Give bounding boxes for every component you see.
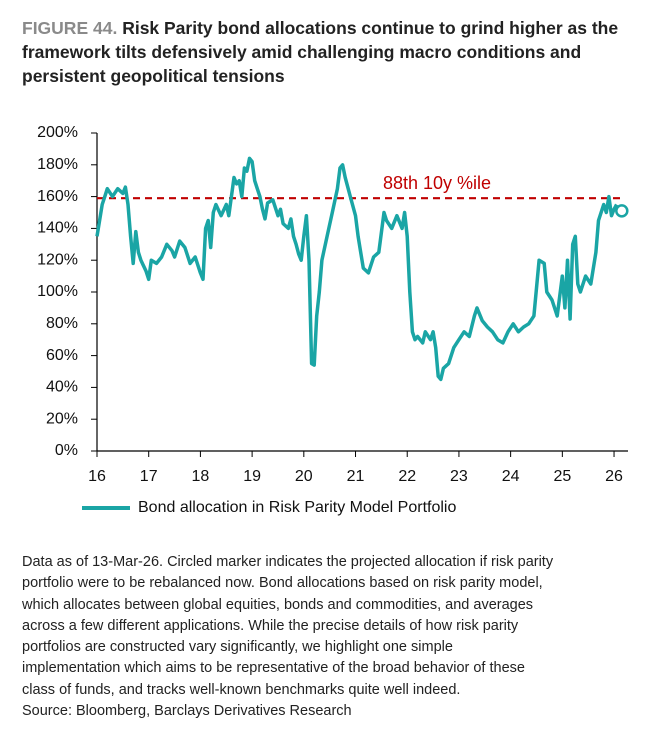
note-line: which allocates between global equities,… — [22, 596, 534, 613]
notes: Data as of 13-Mar-26. Circled marker ind… — [22, 552, 642, 722]
y-tick-label: 0% — [55, 442, 78, 459]
x-tick-label: 24 — [502, 468, 520, 485]
y-tick-label: 60% — [46, 347, 78, 364]
x-tick-label: 25 — [553, 468, 571, 485]
note-line: portfolio were to be rebalanced now. Bon… — [22, 575, 543, 592]
y-tick-label: 200% — [37, 124, 78, 141]
x-tick-label: 20 — [295, 468, 313, 485]
note-line: portfolios are constructed vary signific… — [22, 639, 453, 656]
note-line: class of funds, and tracks well-known be… — [22, 681, 461, 698]
x-tick-label: 22 — [398, 468, 416, 485]
note-line: Data as of 13-Mar-26. Circled marker ind… — [22, 554, 554, 570]
y-tick-label: 180% — [37, 156, 78, 173]
projected-marker — [615, 204, 629, 218]
chart-title: Risk Parity bond allocations continue to… — [22, 18, 619, 86]
y-tick-label: 160% — [37, 188, 78, 205]
title-block: FIGURE 44. Risk Parity bond allocations … — [22, 16, 622, 88]
figure-label: FIGURE 44. — [22, 18, 118, 38]
y-tick-label: 80% — [46, 315, 78, 332]
x-tick-label: 17 — [140, 468, 158, 485]
legend-label: Bond allocation in Risk Parity Model Por… — [138, 499, 456, 516]
y-tick-label: 100% — [37, 283, 78, 300]
y-tick-label: 40% — [46, 379, 78, 396]
reference-label: 88th 10y %ile — [383, 173, 491, 193]
x-tick-label: 26 — [605, 468, 623, 485]
source: Source: Bloomberg, Barclays Derivatives … — [22, 703, 352, 720]
x-tick-label: 23 — [450, 468, 468, 485]
x-tick-label: 18 — [192, 468, 210, 485]
x-tick-label: 21 — [347, 468, 365, 485]
note-line: across a few different applications. Whi… — [22, 617, 519, 634]
data-line — [95, 156, 619, 382]
x-tick-label: 19 — [243, 468, 261, 485]
y-tick-label: 140% — [37, 220, 78, 237]
x-tick-label: 16 — [88, 468, 106, 485]
note-line: implementation which aims to be represen… — [22, 660, 525, 677]
y-tick-label: 20% — [46, 410, 78, 427]
y-tick-label: 120% — [37, 251, 78, 268]
